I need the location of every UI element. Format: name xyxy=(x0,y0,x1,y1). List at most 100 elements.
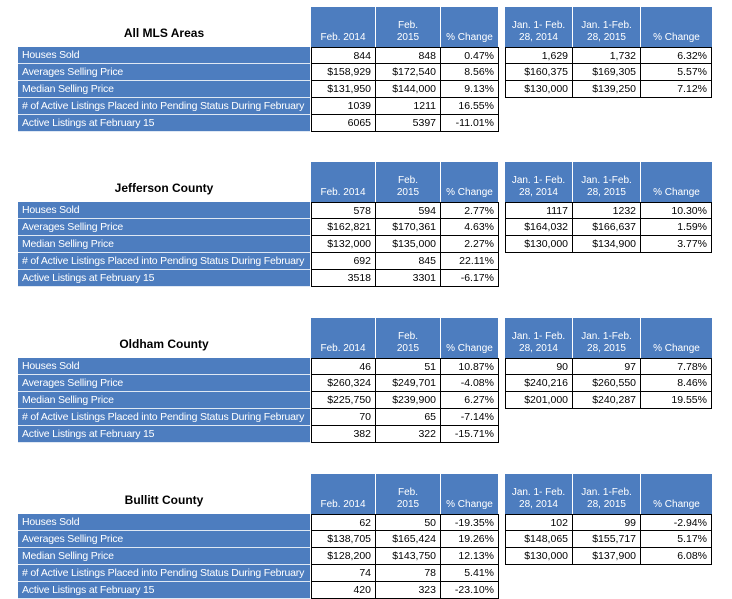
table-cell: 10.87% xyxy=(441,358,499,375)
row-label: Averages Selling Price xyxy=(18,375,310,392)
table-cell: 1,732 xyxy=(573,47,641,64)
table-cell: 323 xyxy=(376,582,441,599)
column-header: % Change xyxy=(441,474,499,514)
table-cell: 1039 xyxy=(311,98,376,115)
table-cell: $155,717 xyxy=(573,531,641,548)
column-header: Jan. 1-Feb. 28, 2015 xyxy=(573,474,641,514)
table-cell: 10.30% xyxy=(641,202,712,219)
table-cell: -11.01% xyxy=(441,115,499,132)
table-cell: $239,900 xyxy=(376,392,441,409)
table-cell: 1,629 xyxy=(505,47,573,64)
table-cell: 692 xyxy=(311,253,376,270)
table-cell: 22.11% xyxy=(441,253,499,270)
table-cell: 3301 xyxy=(376,270,441,287)
row-label: # of Active Listings Placed into Pending… xyxy=(18,98,310,115)
table-cell: $138,705 xyxy=(311,531,376,548)
table-cell: 7.78% xyxy=(641,358,712,375)
table-cell: 97 xyxy=(573,358,641,375)
table-cell: 3518 xyxy=(311,270,376,287)
column-header: Feb. 2014 xyxy=(311,318,376,358)
table-cell: $172,540 xyxy=(376,64,441,81)
table-cell: 70 xyxy=(311,409,376,426)
table-cell: 102 xyxy=(505,514,573,531)
table-cell: 19.26% xyxy=(441,531,499,548)
column-header: Feb. 2014 xyxy=(311,162,376,202)
row-label: Median Selling Price xyxy=(18,392,310,409)
table-cell: 50 xyxy=(376,514,441,531)
row-label: Active Listings at February 15 xyxy=(18,270,310,287)
table-cell: $135,000 xyxy=(376,236,441,253)
table-cell: $225,750 xyxy=(311,392,376,409)
table-cell: $130,000 xyxy=(505,548,573,565)
column-header: Jan. 1- Feb. 28, 2014 xyxy=(505,7,573,47)
table-cell: -4.08% xyxy=(441,375,499,392)
table-cell: 848 xyxy=(376,47,441,64)
column-header: Feb. 2015 xyxy=(376,162,441,202)
column-header: % Change xyxy=(441,162,499,202)
table-cell: 78 xyxy=(376,565,441,582)
table-cell: $131,950 xyxy=(311,81,376,98)
section-title: All MLS Areas xyxy=(123,26,205,40)
table-cell: -19.35% xyxy=(441,514,499,531)
row-label: Median Selling Price xyxy=(18,81,310,98)
table-cell: 8.56% xyxy=(441,64,499,81)
table-cell: 578 xyxy=(311,202,376,219)
table-cell: -23.10% xyxy=(441,582,499,599)
table-cell: 9.13% xyxy=(441,81,499,98)
table-cell: 844 xyxy=(311,47,376,64)
column-header: % Change xyxy=(641,7,712,47)
table-cell: $134,900 xyxy=(573,236,641,253)
column-header: % Change xyxy=(641,474,712,514)
column-header: % Change xyxy=(441,7,499,47)
column-header: Feb. 2015 xyxy=(376,474,441,514)
table-cell: $260,324 xyxy=(311,375,376,392)
table-cell: 2.77% xyxy=(441,202,499,219)
section-title: Jefferson County xyxy=(114,181,214,195)
column-header: Jan. 1- Feb. 28, 2014 xyxy=(505,474,573,514)
table-cell: 5.57% xyxy=(641,64,712,81)
row-label: Median Selling Price xyxy=(18,548,310,565)
column-header: % Change xyxy=(641,162,712,202)
table-cell: $143,750 xyxy=(376,548,441,565)
table-cell: $132,000 xyxy=(311,236,376,253)
table-cell: $240,287 xyxy=(573,392,641,409)
table-cell: 6065 xyxy=(311,115,376,132)
table-cell: $240,216 xyxy=(505,375,573,392)
table-cell: 845 xyxy=(376,253,441,270)
table-cell: $162,821 xyxy=(311,219,376,236)
table-cell: $130,000 xyxy=(505,81,573,98)
column-header: Jan. 1-Feb. 28, 2015 xyxy=(573,162,641,202)
column-header: Jan. 1- Feb. 28, 2014 xyxy=(505,162,573,202)
table-cell: $139,250 xyxy=(573,81,641,98)
column-header: Jan. 1-Feb. 28, 2015 xyxy=(573,318,641,358)
table-cell: 1211 xyxy=(376,98,441,115)
table-cell: 2.27% xyxy=(441,236,499,253)
table-cell: 74 xyxy=(311,565,376,582)
table-cell: 7.12% xyxy=(641,81,712,98)
column-header: Jan. 1-Feb. 28, 2015 xyxy=(573,7,641,47)
row-label: Averages Selling Price xyxy=(18,64,310,81)
table-cell: $148,065 xyxy=(505,531,573,548)
table-cell: -15.71% xyxy=(441,426,499,443)
row-label: # of Active Listings Placed into Pending… xyxy=(18,565,310,582)
table-cell: 16.55% xyxy=(441,98,499,115)
table-cell: $165,424 xyxy=(376,531,441,548)
column-header: Feb. 2014 xyxy=(311,7,376,47)
table-cell: -7.14% xyxy=(441,409,499,426)
table-cell: 382 xyxy=(311,426,376,443)
table-cell: 1232 xyxy=(573,202,641,219)
table-cell: 12.13% xyxy=(441,548,499,565)
table-cell: $130,000 xyxy=(505,236,573,253)
table-cell: 3.77% xyxy=(641,236,712,253)
table-cell: 51 xyxy=(376,358,441,375)
table-cell: 6.27% xyxy=(441,392,499,409)
column-header: Feb. 2015 xyxy=(376,318,441,358)
table-cell: 420 xyxy=(311,582,376,599)
table-cell: 19.55% xyxy=(641,392,712,409)
section-title: Bullitt County xyxy=(124,493,204,507)
table-cell: $137,900 xyxy=(573,548,641,565)
table-cell: 62 xyxy=(311,514,376,531)
table-cell: 4.63% xyxy=(441,219,499,236)
table-cell: 5.41% xyxy=(441,565,499,582)
table-cell: $249,701 xyxy=(376,375,441,392)
